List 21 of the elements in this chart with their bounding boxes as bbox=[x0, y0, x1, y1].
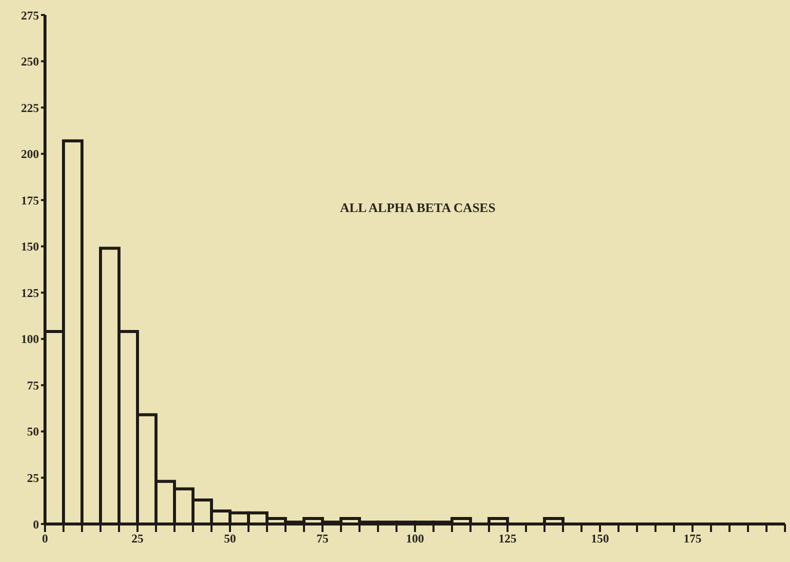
y-tick-label: 150 bbox=[21, 240, 39, 254]
y-tick-label: 250 bbox=[21, 54, 39, 69]
x-tick-label: 0 bbox=[42, 532, 48, 546]
x-tick-label: 150 bbox=[591, 532, 609, 546]
y-tick-label: 100 bbox=[21, 332, 39, 346]
x-tick-label: 100 bbox=[406, 532, 424, 546]
x-tick-label: 25 bbox=[132, 532, 144, 546]
x-tick-label: 50 bbox=[224, 532, 236, 546]
y-tick-label: 125 bbox=[21, 286, 39, 300]
y-tick-label: 0 bbox=[33, 517, 39, 532]
y-tick-label: 275 bbox=[21, 8, 39, 22]
y-tick-label: 175 bbox=[21, 193, 39, 208]
y-tick-label: 200 bbox=[21, 147, 39, 162]
y-tick-label: 50 bbox=[27, 424, 39, 439]
x-tick-label: 125 bbox=[498, 532, 516, 546]
x-tick-label: 75 bbox=[316, 532, 328, 546]
x-tick-label: 175 bbox=[684, 532, 702, 546]
y-tick-label: 225 bbox=[21, 100, 39, 115]
y-tick-label: 75 bbox=[27, 378, 39, 392]
annotation: ALL ALPHA BETA CASES bbox=[340, 200, 496, 216]
y-tick-label: 25 bbox=[27, 470, 39, 485]
